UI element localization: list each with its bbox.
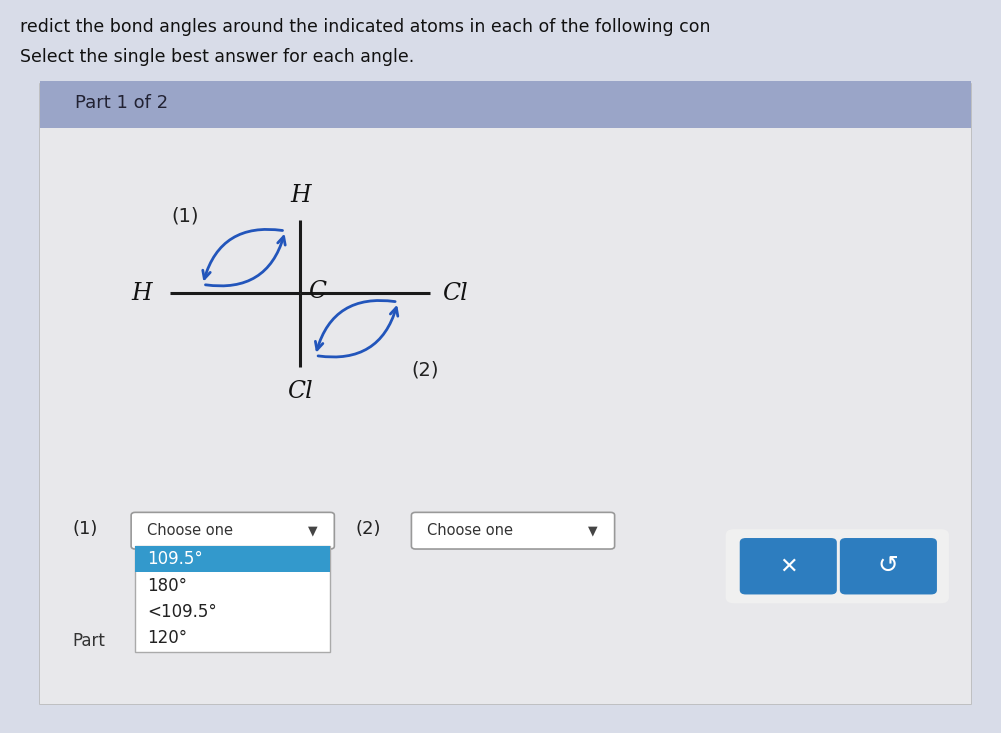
FancyBboxPatch shape [135,546,330,572]
Text: (2): (2) [411,361,439,380]
Text: ✕: ✕ [779,556,798,576]
Text: Select the single best answer for each angle.: Select the single best answer for each a… [20,48,414,66]
FancyArrowPatch shape [205,237,285,286]
Text: Cl: Cl [287,380,313,402]
Text: C: C [308,279,326,303]
Text: 109.5°: 109.5° [147,550,203,568]
FancyBboxPatch shape [40,128,971,704]
FancyBboxPatch shape [840,538,937,594]
FancyBboxPatch shape [40,81,971,128]
Text: H: H [131,281,152,305]
FancyBboxPatch shape [411,512,615,549]
Text: Part 1 of 2: Part 1 of 2 [75,95,168,112]
FancyArrowPatch shape [318,308,397,357]
FancyBboxPatch shape [726,529,949,603]
Text: (1): (1) [171,207,199,226]
Text: 120°: 120° [147,630,187,647]
FancyBboxPatch shape [740,538,837,594]
FancyBboxPatch shape [135,546,330,652]
Text: (2): (2) [355,520,380,538]
FancyArrowPatch shape [203,229,282,279]
Text: Choose one: Choose one [147,523,233,538]
Text: Cl: Cl [442,281,468,305]
Text: <109.5°: <109.5° [147,603,217,621]
Text: Choose one: Choose one [427,523,514,538]
FancyBboxPatch shape [131,512,334,549]
Text: 180°: 180° [147,577,187,594]
Text: ▼: ▼ [588,524,598,537]
Text: (1): (1) [72,520,97,538]
FancyArrowPatch shape [315,301,395,350]
Text: ↺: ↺ [878,554,899,578]
Text: Part: Part [72,632,105,649]
Text: ▼: ▼ [307,524,317,537]
FancyBboxPatch shape [40,84,971,704]
Text: H: H [290,184,310,207]
Text: redict the bond angles around the indicated atoms in each of the following con: redict the bond angles around the indica… [20,18,711,37]
